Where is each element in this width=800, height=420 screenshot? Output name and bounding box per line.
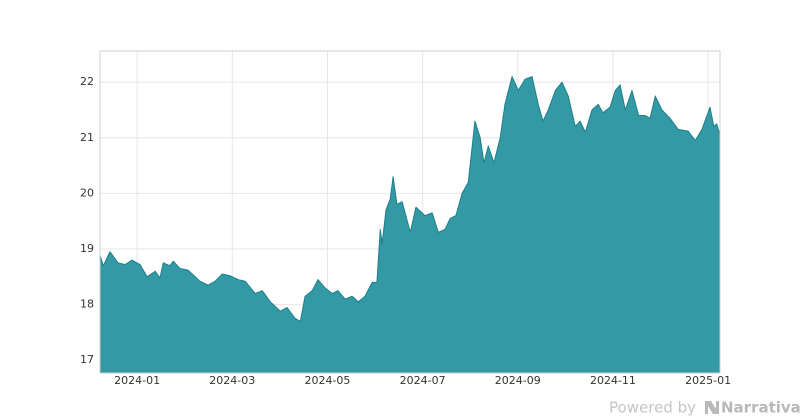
x-tick-label: 2024-01 [114,374,160,387]
x-tick-label: 2024-09 [495,374,541,387]
y-tick-label: 18 [80,298,94,311]
footer-text: Powered by [609,399,696,417]
brand-name: Narrativa [721,399,800,417]
y-tick-label: 19 [80,242,94,255]
y-tick-label: 20 [80,186,94,199]
y-tick-label: 21 [80,131,94,144]
brand-logo [705,401,719,414]
x-tick-label: 2025-01 [685,374,731,387]
x-tick-label: 2024-07 [400,374,446,387]
x-tick-label: 2024-05 [304,374,350,387]
y-tick-label: 22 [80,75,94,88]
area [99,76,721,374]
plot-frame [99,50,721,374]
y-tick-label: 17 [80,353,94,366]
plot-area: 17 18 19 20 21 22 2024-01 2024-03 2024-05 2024-07… [80,51,731,387]
x-tick-label: 2024-11 [590,374,636,387]
x-tick-label: 2024-03 [209,374,255,387]
